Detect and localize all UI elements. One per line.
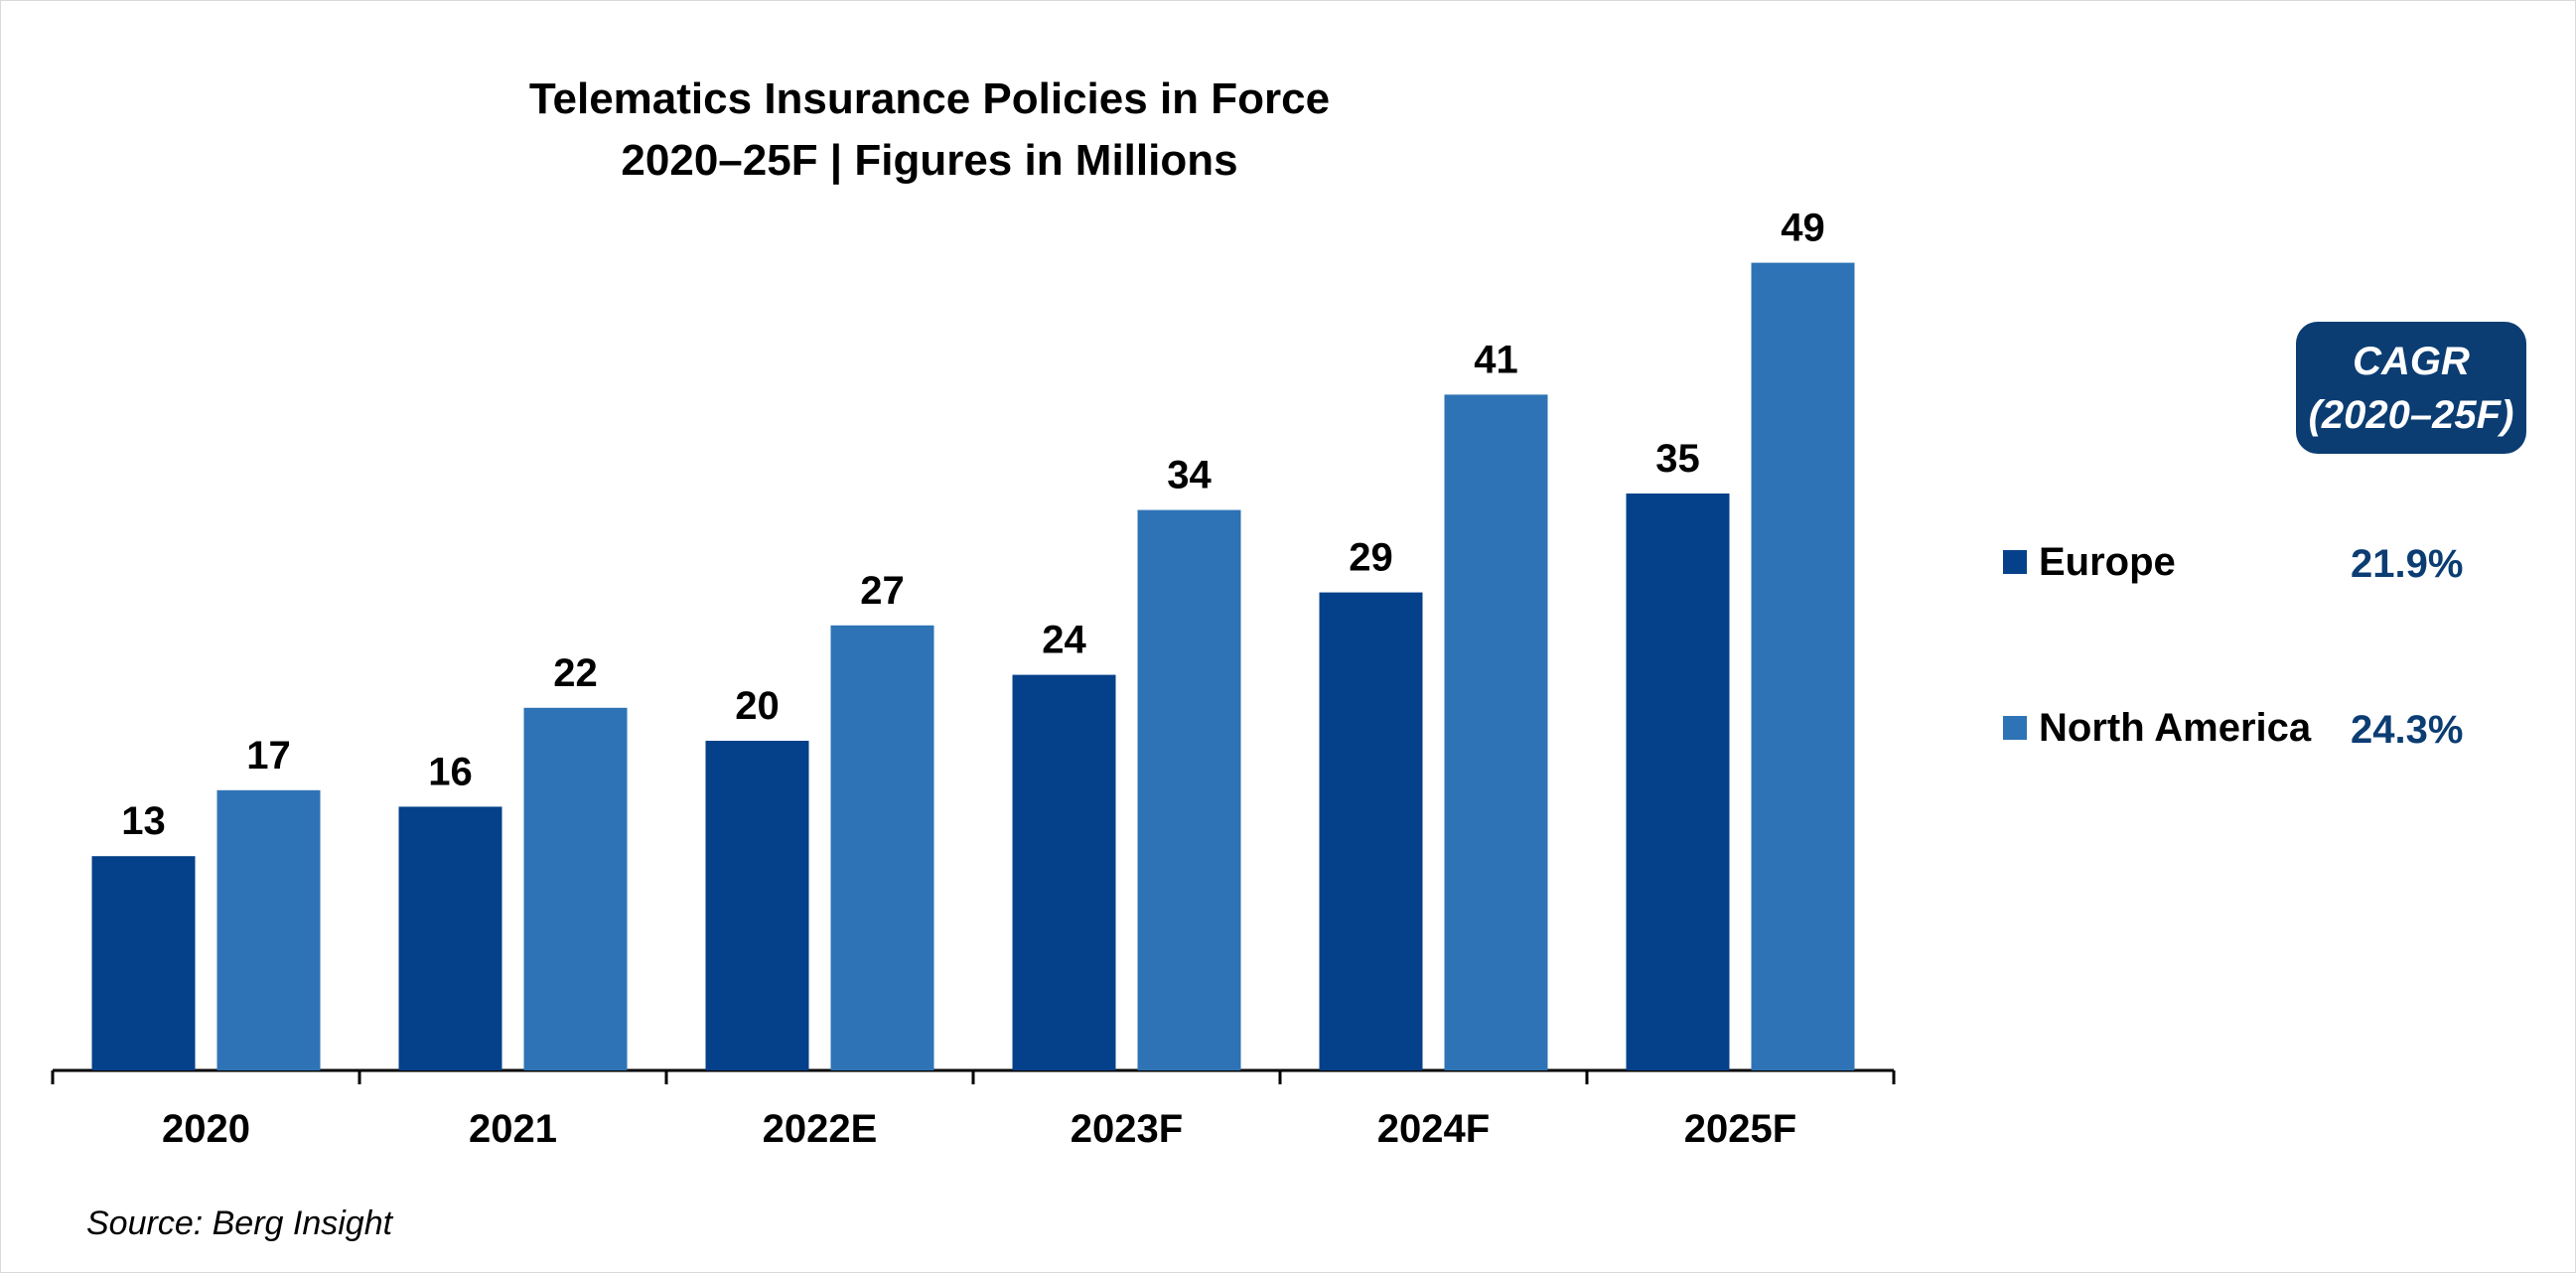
legend-swatch-north-america <box>2003 716 2027 740</box>
x-tick-label: 2025F <box>1684 1107 1796 1151</box>
cagr-header-line1: CAGR <box>2353 339 2470 383</box>
cagr-value-north-america: 24.3% <box>2351 708 2464 752</box>
legend-label-europe: Europe <box>2039 540 2176 584</box>
chart-title: Telematics Insurance Policies in Force <box>528 74 1331 123</box>
bar-north-america-2022e <box>830 625 934 1070</box>
cagr-header-line2: (2020–25F) <box>2308 392 2514 437</box>
legend-item-north-america: North America 24.3% <box>2003 698 2519 758</box>
bar-north-america-2020 <box>216 789 321 1070</box>
bar-north-america-2023f <box>1137 509 1241 1070</box>
data-label: 16 <box>428 750 473 793</box>
bar-north-america-2025f <box>1751 262 1855 1071</box>
bar-europe-2022e <box>705 741 809 1070</box>
bar-north-america-2024f <box>1444 394 1548 1070</box>
data-label: 27 <box>860 569 905 613</box>
source-note: Source: Berg Insight <box>86 1204 393 1242</box>
x-tick-label: 2023F <box>1071 1107 1183 1151</box>
data-label: 20 <box>735 684 780 728</box>
x-tick-label: 2021 <box>469 1107 557 1151</box>
x-tick-label: 2024F <box>1377 1107 1490 1151</box>
data-label: 13 <box>121 799 166 843</box>
data-label: 17 <box>246 734 291 778</box>
data-label: 34 <box>1167 454 1212 497</box>
legend-item-europe: Europe 21.9% <box>2003 532 2519 592</box>
bar-north-america-2021 <box>523 707 628 1070</box>
data-label: 35 <box>1655 437 1700 481</box>
bar-europe-2021 <box>398 806 502 1070</box>
bar-europe-2023f <box>1012 674 1116 1070</box>
cagr-header-box: CAGR (2020–25F) <box>2296 322 2526 454</box>
chart-subtitle: 2020–25F | Figures in Millions <box>621 136 1238 185</box>
data-label: 22 <box>553 651 598 695</box>
data-label: 49 <box>1781 207 1825 250</box>
bar-europe-2024f <box>1319 592 1423 1070</box>
cagr-value-europe: 21.9% <box>2351 542 2464 586</box>
bar-europe-2025f <box>1626 494 1730 1070</box>
x-tick-label: 2022E <box>763 1107 878 1151</box>
data-label: 41 <box>1474 338 1518 381</box>
data-label: 24 <box>1042 619 1086 662</box>
bar-europe-2020 <box>91 856 196 1070</box>
data-label: 29 <box>1349 536 1393 580</box>
legend-swatch-europe <box>2003 550 2027 574</box>
legend-label-north-america: North America <box>2039 706 2312 750</box>
x-tick-label: 2020 <box>162 1107 250 1151</box>
